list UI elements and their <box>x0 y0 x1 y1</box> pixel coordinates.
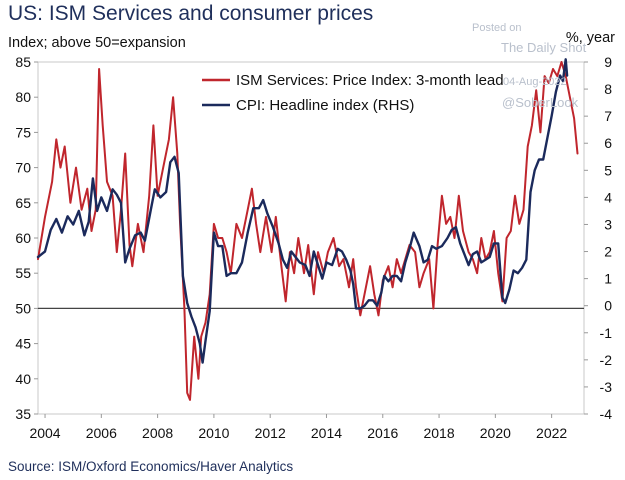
y-right-tick-label: 8 <box>604 81 612 97</box>
x-tick-label: 2014 <box>311 425 342 441</box>
y-left-tick-label: 55 <box>15 265 31 281</box>
y-right-tick-label: 9 <box>604 54 612 70</box>
x-tick-label: 2008 <box>142 425 173 441</box>
x-tick-label: 2018 <box>423 425 454 441</box>
x-tick-label: 2006 <box>86 425 117 441</box>
y-right-tick-label: -1 <box>600 325 613 341</box>
y-right-tick-label: 4 <box>604 189 612 205</box>
y-right-tick-label: 5 <box>604 162 612 178</box>
y-right-tick-label: 7 <box>604 108 612 124</box>
x-tick-label: 2004 <box>29 425 60 441</box>
ism-services-price-line <box>37 61 579 401</box>
y-left-tick-label: 80 <box>15 89 31 105</box>
y-left-tick-label: 35 <box>15 406 31 422</box>
x-tick-label: 2012 <box>255 425 286 441</box>
watermark-site: The Daily Shot <box>501 40 587 55</box>
y-left-tick-label: 40 <box>15 371 31 387</box>
y-right-tick-label: -2 <box>600 352 613 368</box>
y-right-tick-label: 0 <box>604 298 612 314</box>
watermark-handle: @SoberLook <box>502 95 579 110</box>
y-right-tick-label: -4 <box>600 406 613 422</box>
y-left-tick-label: 65 <box>15 195 31 211</box>
x-tick-label: 2010 <box>198 425 229 441</box>
plot-frame <box>37 61 585 415</box>
y-right-tick-label: 3 <box>604 216 612 232</box>
y-right-tick-label: 1 <box>604 271 612 287</box>
y-left-tick-label: 60 <box>15 230 31 246</box>
chart-source: Source: ISM/Oxford Economics/Haver Analy… <box>8 459 294 474</box>
x-tick-label: 2022 <box>536 425 567 441</box>
legend-label-ism: ISM Services: Price Index: 3-month lead <box>236 72 504 89</box>
y-left-tick-label: 45 <box>15 336 31 352</box>
y-right-tick-label: -3 <box>600 379 613 395</box>
y-left-tick-label: 75 <box>15 124 31 140</box>
x-tick-label: 2020 <box>480 425 511 441</box>
watermark-date: 04-Aug-2022 <box>503 76 567 88</box>
chart-title: US: ISM Services and consumer prices <box>8 2 374 25</box>
x-tick-label: 2016 <box>367 425 398 441</box>
cpi-headline-line <box>36 58 569 364</box>
right-axis-unit: %, year <box>565 30 615 46</box>
y-left-tick-label: 85 <box>15 54 31 70</box>
y-right-tick-label: 2 <box>604 244 612 260</box>
y-left-tick-label: 50 <box>15 300 31 316</box>
legend-label-cpi: CPI: Headline index (RHS) <box>236 97 414 114</box>
y-left-tick-label: 70 <box>15 160 31 176</box>
watermark-posted: Posted on <box>472 22 522 34</box>
y-right-tick-label: 6 <box>604 135 612 151</box>
chart-subtitle: Index; above 50=expansion <box>8 35 186 51</box>
